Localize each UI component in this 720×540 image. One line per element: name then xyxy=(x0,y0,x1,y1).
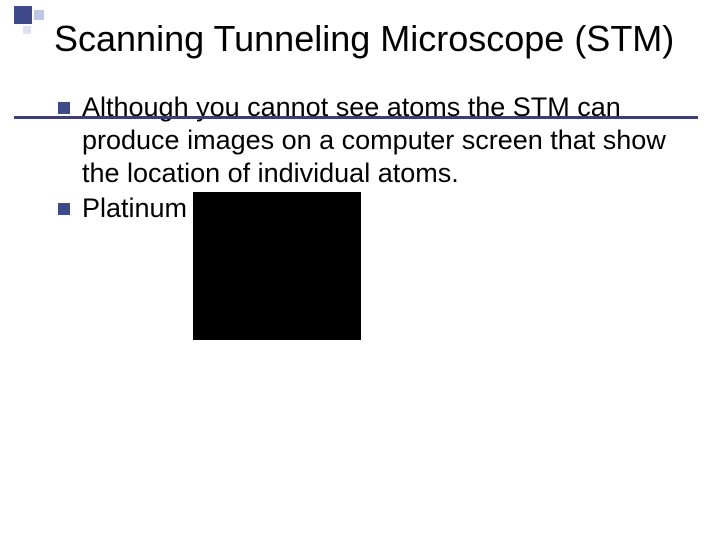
square-bullet-icon xyxy=(58,102,70,114)
stm-platinum-image xyxy=(193,192,361,340)
inline-image-wrap xyxy=(193,192,361,340)
bullet-text: Platinum xyxy=(82,192,187,225)
bullet-item: Although you cannot see atoms the STM ca… xyxy=(58,91,692,190)
square-bullet-icon xyxy=(58,203,70,215)
deco-square-large xyxy=(14,6,32,24)
slide-body: Although you cannot see atoms the STM ca… xyxy=(58,91,692,340)
corner-squares-decoration xyxy=(14,6,52,44)
deco-square-medium xyxy=(34,10,44,20)
bullet-text: Although you cannot see atoms the STM ca… xyxy=(82,91,692,190)
slide-title: Scanning Tunneling Microscope (STM) xyxy=(54,18,692,59)
deco-square-small xyxy=(23,26,31,34)
title-underline xyxy=(14,116,698,119)
bullet-item: Platinum xyxy=(58,192,692,340)
slide: Scanning Tunneling Microscope (STM) Alth… xyxy=(0,0,720,540)
